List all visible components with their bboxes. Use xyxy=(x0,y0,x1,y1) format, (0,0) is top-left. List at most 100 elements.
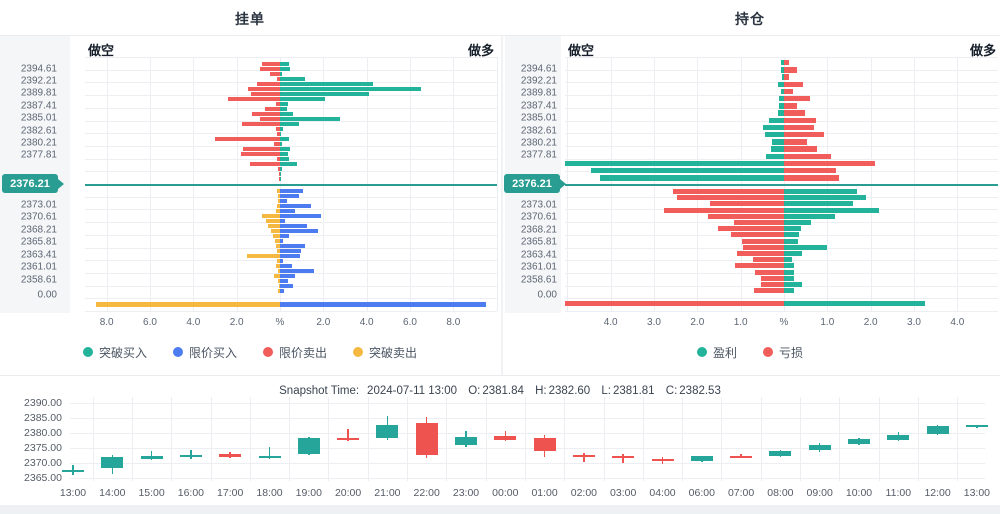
x-axis-tick: 3.0 xyxy=(907,317,921,328)
close-key: C: xyxy=(665,385,678,397)
candle xyxy=(730,456,753,459)
candle-wick xyxy=(583,453,585,463)
grid-line xyxy=(565,145,998,147)
bar-突破卖出 xyxy=(276,204,280,208)
grid-line xyxy=(70,478,985,479)
bar-限价买入 xyxy=(280,229,319,233)
grid-line xyxy=(564,397,566,481)
bar-亏损 xyxy=(784,67,797,73)
legend-label: 限价买入 xyxy=(188,345,237,360)
legend-item-blue[interactable]: 限价买入 xyxy=(172,344,237,361)
bar-亏损 xyxy=(784,81,804,87)
pending-orders-title: 挂单 xyxy=(235,11,265,27)
badge-arrow-icon xyxy=(58,178,64,189)
bar-限价买入 xyxy=(280,234,290,238)
x-axis-label: 03:00 xyxy=(610,487,637,499)
candle xyxy=(455,436,477,446)
bar-限价买入 xyxy=(280,302,486,307)
grid-line xyxy=(85,272,497,274)
legend-dot-icon xyxy=(263,347,273,357)
candle xyxy=(965,425,988,428)
bar-亏损 xyxy=(731,232,784,238)
bar-突破买入 xyxy=(280,122,300,126)
bar-突破卖出 xyxy=(278,269,280,273)
y-axis-label: 2380.00 xyxy=(24,427,62,439)
low-key: L: xyxy=(601,385,611,397)
bar-限价买入 xyxy=(280,204,311,208)
bar-突破卖出 xyxy=(277,199,280,203)
bar-限价买入 xyxy=(280,269,315,273)
chart-legend: 突破买入 限价买入 限价卖出 突破卖出 xyxy=(0,344,500,360)
grid-line xyxy=(682,397,684,481)
x-axis-label: 07:00 xyxy=(727,487,755,499)
bar-突破卖出 xyxy=(265,219,280,223)
x-axis-label: 19:00 xyxy=(295,487,322,499)
legend-item-red[interactable]: 亏损 xyxy=(763,344,803,361)
x-axis-label: 22:00 xyxy=(413,487,440,499)
legend-label: 突破卖出 xyxy=(369,345,418,360)
open-value: 2381.84 xyxy=(482,385,524,397)
grid-line xyxy=(524,397,526,481)
legend-label: 限价卖出 xyxy=(279,345,328,360)
candle-wick xyxy=(936,424,939,436)
x-axis-tick: 1.0 xyxy=(733,317,748,328)
bar-亏损 xyxy=(663,207,784,213)
bar-限价买入 xyxy=(280,199,287,203)
bar-限价卖出 xyxy=(273,142,280,146)
candle-wick xyxy=(190,450,192,460)
snapshot-label: Snapshot Time: xyxy=(279,385,360,397)
legend-dot-icon xyxy=(763,347,773,357)
bar-盈利 xyxy=(784,282,803,287)
bar-突破卖出 xyxy=(261,214,280,218)
grid-line xyxy=(565,311,998,312)
bar-盈利 xyxy=(784,238,798,244)
bar-亏损 xyxy=(784,117,817,123)
bar-盈利 xyxy=(784,207,879,213)
grid-line xyxy=(85,311,497,312)
x-axis-label: 08:00 xyxy=(767,487,794,499)
y-axis-label: 2390.00 xyxy=(24,397,62,409)
bar-突破卖出 xyxy=(278,284,280,288)
grid-line xyxy=(85,298,497,300)
bar-盈利 xyxy=(784,288,794,294)
x-axis-tick: 2.0 xyxy=(229,317,244,328)
candle-wick xyxy=(308,437,310,456)
bar-亏损 xyxy=(760,282,784,287)
x-axis-tick: 2.0 xyxy=(316,317,331,328)
bar-限价卖出 xyxy=(250,92,280,96)
legend-item-yellow[interactable]: 突破卖出 xyxy=(353,344,417,361)
legend-item-red[interactable]: 限价卖出 xyxy=(263,344,327,361)
candle xyxy=(690,456,713,462)
grid-line xyxy=(565,171,998,173)
bar-亏损 xyxy=(673,189,784,194)
bar-突破卖出 xyxy=(270,229,280,233)
bar-盈利 xyxy=(591,168,784,174)
bar-突破卖出 xyxy=(276,264,280,268)
candle xyxy=(494,436,517,440)
legend-item-green[interactable]: 突破买入 xyxy=(82,344,147,361)
bar-限价卖出 xyxy=(256,82,280,86)
grid-line xyxy=(565,196,998,198)
grid-line xyxy=(210,397,212,481)
bar-亏损 xyxy=(784,175,840,181)
bar-限价卖出 xyxy=(214,137,280,141)
bar-盈利 xyxy=(784,301,925,306)
bar-亏损 xyxy=(784,110,806,116)
candle-wick xyxy=(661,457,664,464)
x-axis-tick: % xyxy=(275,317,285,328)
bar-盈利 xyxy=(784,189,858,194)
positions-long-label: 做多 xyxy=(969,43,996,58)
legend-item-green[interactable]: 盈利 xyxy=(696,344,737,361)
grid-line xyxy=(289,397,291,481)
grid-line xyxy=(565,95,998,97)
grid-line xyxy=(565,222,998,224)
x-axis-tick: 2.0 xyxy=(863,317,878,328)
bar-盈利 xyxy=(779,96,784,102)
candle-wick xyxy=(818,443,821,452)
candle-wick xyxy=(976,425,978,428)
bar-限价买入 xyxy=(280,239,283,243)
